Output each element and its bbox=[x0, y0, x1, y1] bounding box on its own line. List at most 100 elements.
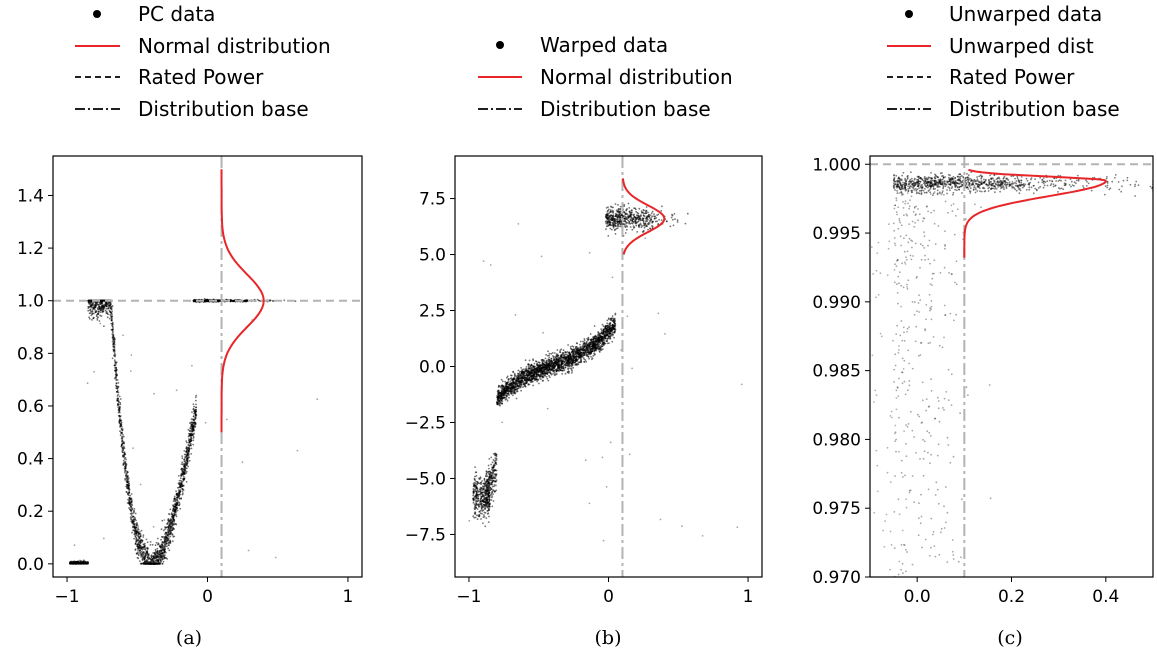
scatter-point bbox=[257, 299, 260, 302]
scatter-point bbox=[173, 499, 176, 502]
scatter-point bbox=[166, 534, 169, 536]
scatter-point bbox=[125, 458, 127, 461]
scatter-point bbox=[166, 542, 168, 545]
scatter-point bbox=[88, 316, 90, 319]
scatter-point bbox=[490, 474, 493, 477]
scatter-point bbox=[178, 479, 181, 482]
scatter-point bbox=[495, 479, 498, 481]
scatter-point bbox=[120, 432, 123, 434]
scatter-point bbox=[119, 403, 122, 406]
scatter-point bbox=[172, 504, 174, 507]
scatter-point bbox=[576, 342, 579, 345]
scatter-point bbox=[165, 539, 168, 542]
scatter-point bbox=[192, 408, 195, 411]
scatter-point bbox=[127, 483, 130, 486]
scatter-point bbox=[607, 336, 610, 339]
scatter-point bbox=[493, 484, 496, 486]
scatter-point bbox=[180, 497, 183, 499]
scatter-point bbox=[122, 449, 125, 452]
scatter-point bbox=[82, 559, 85, 562]
scatter-point bbox=[105, 310, 108, 313]
scatter-point bbox=[161, 541, 164, 543]
scatter-point bbox=[185, 481, 188, 483]
scatter-point bbox=[164, 545, 167, 548]
scatter-point bbox=[523, 381, 526, 384]
scatter-point bbox=[115, 385, 118, 388]
scatter-point bbox=[72, 560, 74, 563]
scatter-point bbox=[133, 510, 135, 513]
scatter-point bbox=[120, 437, 123, 440]
scatter-point bbox=[195, 394, 198, 397]
scatter-point bbox=[192, 439, 195, 442]
scatter-point bbox=[520, 378, 522, 381]
scatter-point bbox=[192, 299, 195, 302]
scatter-point bbox=[175, 523, 178, 526]
scatter-point bbox=[269, 299, 272, 302]
scatter-point bbox=[194, 409, 196, 411]
scatter-point bbox=[132, 526, 134, 529]
scatter-point bbox=[152, 559, 155, 562]
scatter-point bbox=[129, 370, 132, 372]
scatter-point bbox=[137, 541, 140, 543]
y-tick-label: 0.8 bbox=[17, 344, 44, 364]
scatter-point bbox=[142, 551, 144, 554]
legend-a-label-base: Distribution base bbox=[138, 97, 309, 121]
scatter-point bbox=[131, 516, 134, 519]
scatter-point bbox=[108, 317, 111, 320]
scatter-point bbox=[188, 441, 190, 444]
scatter-point bbox=[225, 418, 228, 421]
scatter-point bbox=[132, 529, 135, 532]
scatter-point bbox=[124, 470, 126, 473]
scatter-point bbox=[514, 374, 517, 377]
scatter-point bbox=[86, 382, 89, 385]
scatter-point bbox=[116, 395, 119, 397]
scatter-point bbox=[91, 310, 93, 312]
scatter-point bbox=[154, 553, 157, 556]
scatter-point bbox=[525, 382, 527, 385]
scatter-point bbox=[139, 549, 142, 552]
scatter-point bbox=[140, 556, 143, 558]
scatter-point bbox=[137, 549, 140, 551]
scatter-point bbox=[181, 485, 184, 488]
scatter-point bbox=[490, 456, 493, 459]
scatter-point bbox=[116, 404, 119, 407]
scatter-point bbox=[115, 390, 118, 393]
scatter-point bbox=[126, 487, 128, 490]
scatter-point bbox=[111, 340, 114, 343]
scatter-point bbox=[113, 341, 115, 344]
scatter-point bbox=[164, 531, 167, 534]
scatter-point bbox=[499, 404, 501, 407]
scatter-point bbox=[111, 315, 113, 318]
scatter-point bbox=[559, 366, 562, 369]
scatter-point bbox=[189, 422, 191, 424]
scatter-point bbox=[547, 350, 549, 353]
scatter-point bbox=[171, 534, 174, 536]
scatter-point bbox=[233, 299, 236, 302]
scatter-point bbox=[494, 480, 497, 483]
scatter-point bbox=[188, 432, 190, 435]
scatter-point bbox=[131, 531, 133, 534]
scatter-point bbox=[540, 378, 542, 381]
scatter-point bbox=[507, 392, 509, 395]
scatter-point bbox=[183, 468, 185, 471]
scatter-point bbox=[159, 562, 162, 565]
scatter-point bbox=[89, 299, 91, 302]
scatter-point bbox=[514, 392, 517, 395]
scatter-point bbox=[548, 374, 550, 377]
scatter-point bbox=[491, 485, 494, 488]
scatter-point bbox=[122, 447, 124, 450]
scatter-point bbox=[173, 522, 176, 525]
legend-b-label-data: Warped data bbox=[540, 33, 668, 57]
scatter-point bbox=[247, 549, 250, 552]
scatter-point bbox=[582, 340, 584, 343]
scatter-point bbox=[113, 359, 116, 362]
scatter-point bbox=[94, 306, 97, 309]
scatter-point bbox=[169, 525, 171, 528]
scatter-point bbox=[167, 518, 170, 520]
scatter-point bbox=[145, 538, 148, 541]
scatter-point bbox=[139, 542, 142, 544]
scatter-point bbox=[613, 336, 615, 339]
scatter-point bbox=[564, 363, 567, 365]
scatter-point bbox=[172, 516, 174, 519]
scatter-point bbox=[194, 299, 197, 302]
